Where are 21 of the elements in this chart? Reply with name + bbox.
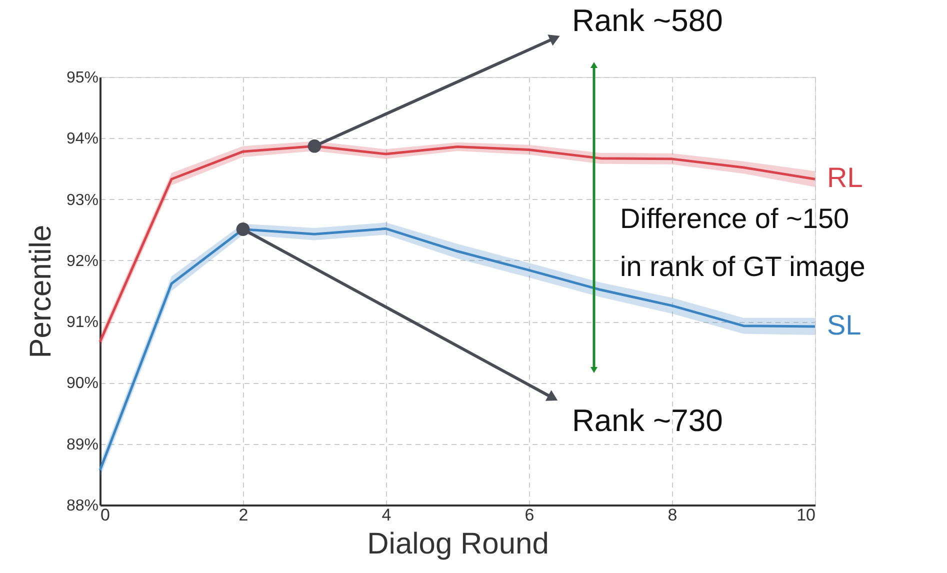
series-label: RL (827, 162, 863, 194)
annotation: Difference of ~150 in rank of GT image (620, 203, 866, 282)
y-tick-label: 90% (66, 375, 98, 392)
x-tick-label: 2 (238, 506, 248, 524)
x-axis-title: Dialog Round (367, 528, 549, 560)
x-tick-label: 8 (668, 506, 678, 524)
y-axis-title: Percentile (24, 224, 58, 358)
annotation: Rank ~730 (572, 403, 723, 438)
y-tick-label: 94% (66, 130, 98, 148)
y-tick-label: 89% (66, 436, 98, 454)
series-label: SL (827, 309, 862, 340)
x-tick-label: 10 (796, 506, 816, 524)
y-tick-label: 95% (66, 70, 98, 86)
annotation: Rank ~580 (572, 3, 723, 38)
x-tick-label: 0 (100, 506, 110, 524)
y-tick-label: 92% (66, 252, 98, 270)
y-tick-label: 93% (66, 192, 98, 209)
x-tick-label: 6 (524, 506, 534, 524)
y-tick-label: 88% (66, 498, 98, 514)
x-tick-label: 4 (382, 506, 392, 524)
y-tick-label: 91% (66, 314, 98, 332)
